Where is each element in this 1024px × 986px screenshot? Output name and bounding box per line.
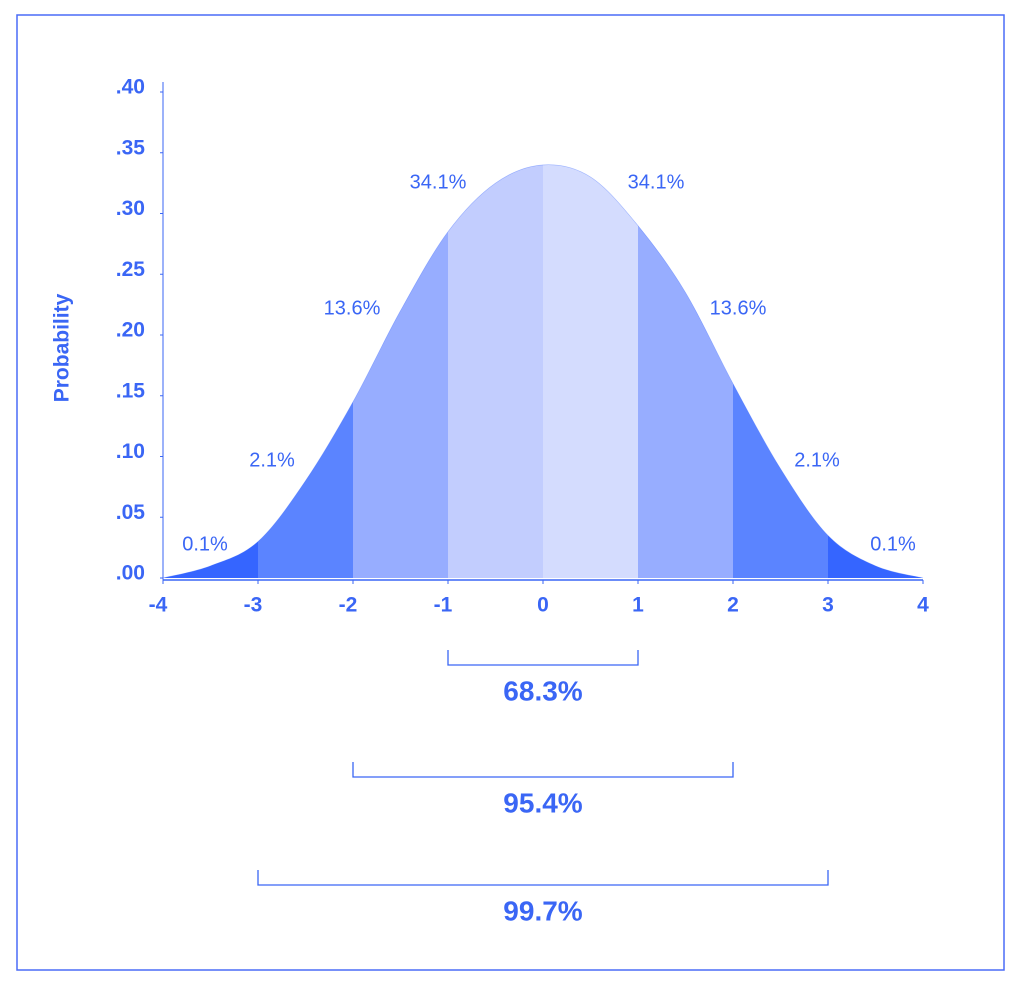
x-tick-label: -2: [339, 594, 358, 617]
x-tick-label: 0: [537, 594, 549, 617]
interval-label: 95.4%: [503, 787, 582, 818]
region: [163, 164, 258, 578]
interval-bracket: [257, 870, 829, 886]
region: [543, 164, 638, 578]
interval-bracket: [447, 650, 639, 666]
region: [733, 164, 828, 578]
y-tick-label: .05: [116, 501, 146, 524]
y-tick-label: .30: [116, 197, 145, 220]
x-tick-label: 3: [822, 594, 834, 617]
region: [638, 164, 733, 578]
region-label: 0.1%: [870, 533, 916, 555]
x-tick-label: -3: [244, 594, 263, 617]
region-label: 2.1%: [249, 449, 295, 471]
x-tick-label: 1: [632, 594, 644, 617]
x-tick-label: 2: [727, 594, 739, 617]
region: [353, 164, 448, 578]
x-tick-label: -4: [149, 594, 168, 617]
density-curve: [162, 164, 924, 579]
interval-label: 99.7%: [503, 895, 582, 926]
y-tick-label: .20: [116, 319, 145, 342]
y-tick-label: .10: [116, 440, 145, 463]
frame: [16, 14, 1005, 971]
region: [258, 164, 353, 578]
region-label: 34.1%: [410, 171, 467, 193]
interval-label: 68.3%: [503, 675, 582, 706]
region: [448, 164, 543, 578]
y-tick-label: .40: [116, 76, 145, 99]
y-tick-label: .25: [116, 258, 146, 281]
region-label: 2.1%: [794, 449, 840, 471]
y-axis-label: Probability: [51, 293, 74, 402]
y-tick-label: .15: [116, 379, 146, 402]
region: [828, 164, 923, 578]
y-tick-label: .00: [116, 562, 145, 585]
x-tick-label: -1: [434, 594, 453, 617]
region-label: 13.6%: [710, 297, 767, 319]
x-tick-label: 4: [917, 594, 929, 617]
region-label: 13.6%: [324, 297, 381, 319]
region-label: 34.1%: [628, 171, 685, 193]
y-tick-label: .35: [116, 136, 146, 159]
region-label: 0.1%: [182, 533, 228, 555]
interval-bracket: [352, 762, 734, 778]
